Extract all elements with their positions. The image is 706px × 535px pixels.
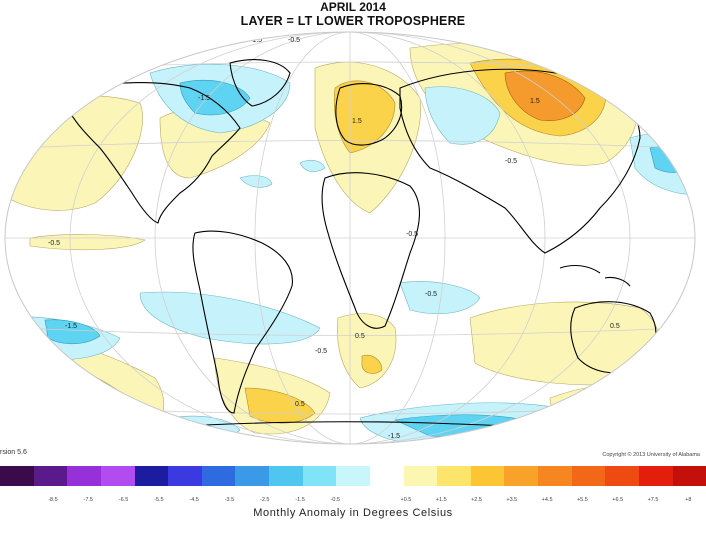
scale-tick-label: -6.5 bbox=[118, 497, 129, 503]
color-swatch bbox=[33, 466, 68, 486]
color-swatch bbox=[201, 466, 236, 486]
contour-label: 1.5 bbox=[530, 98, 540, 105]
cool-region bbox=[239, 175, 273, 188]
contour-label: -1.5 bbox=[65, 323, 77, 330]
color-scale-ticks: -8.5 -7.5 -6.5 -5.5 -4.5 -3.5 -2.5 -1.5 -0.5 +0.5… bbox=[0, 497, 706, 507]
scale-tick-label: -4.5 bbox=[189, 497, 199, 503]
warm-region bbox=[599, 397, 681, 424]
cool-region bbox=[139, 291, 321, 345]
contour-label: -0.5 bbox=[288, 37, 300, 44]
version-label: rsion 5.6 bbox=[0, 449, 27, 456]
scale-tick-label: -3.5 bbox=[224, 497, 235, 503]
temperature-anomaly-map: -1.5 -1.5 -0.5 -0.5 -0.5 1.5 1.5 1.5 -0.… bbox=[4, 31, 696, 445]
contour-label: -0.5 bbox=[48, 240, 60, 247]
color-scale-label: Monthly Anomaly in Degrees Celsius bbox=[253, 507, 453, 519]
color-swatch bbox=[638, 466, 673, 486]
color-swatch bbox=[470, 466, 505, 486]
contour-label: 0.5 bbox=[610, 323, 620, 330]
scale-tick-label bbox=[353, 497, 388, 507]
contour-label: 1.5 bbox=[352, 118, 362, 125]
color-scale-bar bbox=[0, 466, 706, 486]
color-swatch bbox=[571, 466, 606, 486]
scale-tick-label: +8 bbox=[685, 497, 692, 503]
warm-region bbox=[361, 355, 383, 374]
south-america-coast bbox=[192, 230, 293, 414]
north-america-coast bbox=[59, 82, 241, 224]
africa-coast bbox=[321, 172, 421, 329]
color-swatch bbox=[403, 466, 438, 486]
map-title: APRIL 2014 bbox=[320, 0, 386, 14]
scale-tick-label: +0.5 bbox=[400, 497, 412, 503]
color-swatch bbox=[538, 466, 572, 486]
cool-region bbox=[424, 86, 501, 145]
color-swatch bbox=[302, 466, 337, 486]
contour-label: -0.5 bbox=[510, 431, 522, 438]
contour-label: 1.5 bbox=[30, 368, 40, 375]
contour-label: -0.5 bbox=[425, 291, 437, 298]
contour-label: -1.5 bbox=[198, 95, 210, 102]
scale-tick-label: +7.5 bbox=[647, 497, 659, 503]
color-swatch bbox=[504, 466, 538, 486]
graticule bbox=[5, 32, 695, 444]
europe-coast bbox=[335, 83, 403, 146]
scale-tick-label: -5.5 bbox=[154, 497, 164, 503]
scale-tick-label: -2.5 bbox=[259, 497, 270, 503]
color-swatch bbox=[100, 466, 135, 486]
color-swatch bbox=[369, 466, 404, 486]
contour-label: -0.5 bbox=[4, 318, 16, 325]
contour-label: -0.5 bbox=[505, 158, 517, 165]
color-swatch bbox=[605, 466, 639, 486]
cool-region bbox=[299, 159, 326, 172]
copyright-text: Copyright © 2013 University of Alabama bbox=[602, 452, 700, 458]
color-swatch bbox=[269, 466, 303, 486]
contour-label: -1.5 bbox=[388, 433, 400, 440]
map-subtitle: LAYER = LT LOWER TROPOSPHERE bbox=[240, 14, 466, 28]
greenland-coast bbox=[229, 59, 291, 107]
scale-tick-label: +2.5 bbox=[471, 497, 482, 503]
color-swatch bbox=[437, 466, 471, 486]
scale-tick-label: -8.5 bbox=[48, 497, 58, 503]
color-swatch bbox=[0, 466, 34, 486]
warm-region bbox=[244, 387, 316, 424]
color-swatch bbox=[672, 466, 706, 486]
color-swatch bbox=[134, 466, 169, 486]
scale-tick-label: +4.5 bbox=[541, 497, 553, 503]
cool-region bbox=[44, 319, 101, 345]
map-body: -1.5 -1.5 -0.5 -0.5 -0.5 1.5 1.5 1.5 -0.… bbox=[4, 32, 695, 444]
scale-tick-label bbox=[0, 497, 35, 507]
scale-tick-label: +5.5 bbox=[576, 497, 588, 503]
scale-tick-label: +3.5 bbox=[506, 497, 518, 503]
contour-label: 0.5 bbox=[295, 401, 305, 408]
contour-label: -1.5 bbox=[250, 37, 262, 44]
contour-label: 1.5 bbox=[645, 410, 655, 417]
warm-region bbox=[469, 301, 660, 386]
contour-label: -0.5 bbox=[406, 231, 418, 238]
contour-label: -0.5 bbox=[5, 133, 17, 140]
scale-tick-label: +6.5 bbox=[612, 497, 624, 503]
contour-label: -0.5 bbox=[8, 328, 20, 335]
cool-region bbox=[399, 281, 481, 315]
contour-label: -0.5 bbox=[315, 348, 327, 355]
scale-tick-label: -1.5 bbox=[295, 497, 305, 503]
contour-label: 0.5 bbox=[355, 333, 365, 340]
globe-outline bbox=[4, 31, 696, 445]
scale-tick-label: -7.5 bbox=[83, 497, 93, 503]
cool-region bbox=[179, 80, 251, 116]
warm-region bbox=[504, 70, 586, 121]
color-swatch bbox=[168, 466, 202, 486]
scale-tick-label: +1.5 bbox=[435, 497, 447, 503]
color-swatch bbox=[235, 466, 269, 486]
scale-tick-label: -0.5 bbox=[330, 497, 341, 503]
color-swatch bbox=[336, 466, 370, 486]
color-swatch bbox=[67, 466, 101, 486]
indonesia-coast bbox=[559, 264, 631, 287]
